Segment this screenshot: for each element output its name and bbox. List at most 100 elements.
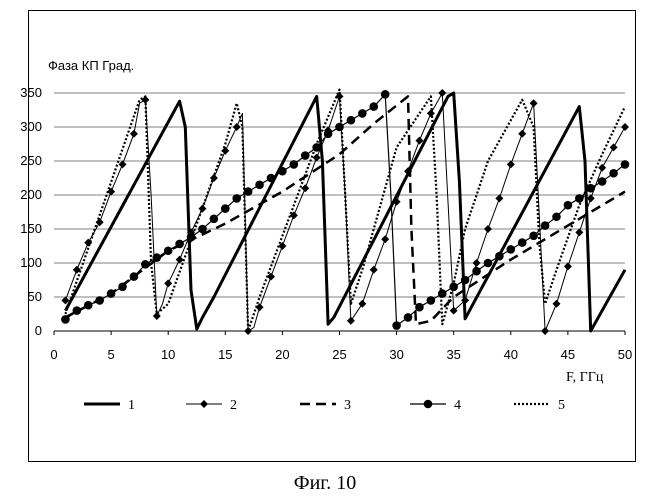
data-point bbox=[221, 204, 230, 213]
data-point bbox=[587, 194, 595, 202]
y-tick-label: 250 bbox=[20, 153, 42, 168]
data-point bbox=[278, 167, 287, 176]
data-point bbox=[484, 259, 493, 268]
legend-item-2: 2 bbox=[186, 398, 237, 413]
data-point bbox=[370, 266, 378, 274]
legend-label: 2 bbox=[230, 398, 237, 413]
data-point bbox=[347, 116, 356, 125]
x-tick-label: 40 bbox=[504, 347, 518, 362]
data-point bbox=[518, 130, 526, 138]
series-3 bbox=[65, 96, 625, 324]
data-point bbox=[495, 194, 503, 202]
legend-label: 1 bbox=[128, 398, 135, 413]
data-point bbox=[175, 240, 184, 249]
legend-label: 5 bbox=[558, 398, 565, 413]
data-point bbox=[95, 296, 104, 305]
data-point bbox=[424, 400, 433, 409]
data-point bbox=[575, 228, 583, 236]
data-point bbox=[176, 256, 184, 264]
figure-caption: Фиг. 10 bbox=[0, 472, 650, 495]
y-tick-label: 200 bbox=[20, 187, 42, 202]
legend-item-1: 1 bbox=[84, 398, 135, 413]
data-point bbox=[438, 289, 447, 298]
data-point bbox=[358, 109, 367, 118]
data-point bbox=[73, 306, 82, 315]
data-point bbox=[473, 259, 481, 267]
data-point bbox=[153, 312, 161, 320]
data-point bbox=[73, 266, 81, 274]
data-point bbox=[198, 225, 207, 234]
series-line bbox=[65, 94, 625, 325]
data-point bbox=[324, 130, 333, 139]
data-point bbox=[530, 99, 538, 107]
data-point bbox=[621, 160, 630, 169]
data-point bbox=[507, 245, 516, 254]
x-tick-label: 10 bbox=[161, 347, 175, 362]
data-point bbox=[507, 160, 515, 168]
y-axis-label: Фаза КП Град. bbox=[48, 58, 134, 73]
legend: 1 2 3 4 5 bbox=[84, 398, 565, 413]
data-point bbox=[369, 102, 378, 111]
data-point bbox=[200, 400, 208, 408]
data-point bbox=[541, 327, 549, 335]
data-point bbox=[118, 283, 127, 292]
data-point bbox=[552, 212, 561, 221]
data-point bbox=[610, 143, 618, 151]
data-point bbox=[427, 296, 436, 305]
data-point bbox=[392, 321, 401, 330]
data-point bbox=[107, 289, 116, 298]
data-point bbox=[461, 276, 470, 285]
data-point bbox=[564, 262, 572, 270]
legend-item-3: 3 bbox=[300, 398, 351, 413]
x-tick-label: 45 bbox=[561, 347, 575, 362]
legend-item-4: 4 bbox=[410, 398, 461, 413]
data-point bbox=[449, 283, 458, 292]
data-point bbox=[438, 89, 446, 97]
y-tick-label: 100 bbox=[20, 255, 42, 270]
data-point bbox=[267, 174, 276, 183]
data-point bbox=[541, 221, 550, 230]
legend-label: 3 bbox=[344, 398, 351, 413]
data-point bbox=[609, 169, 618, 178]
x-tick-label: 20 bbox=[275, 347, 289, 362]
data-point bbox=[518, 238, 527, 247]
data-point bbox=[312, 143, 321, 152]
y-tick-label: 300 bbox=[20, 119, 42, 134]
data-point bbox=[381, 90, 390, 99]
data-point bbox=[472, 267, 481, 276]
x-tick-label: 35 bbox=[446, 347, 460, 362]
legend-item-5: 5 bbox=[514, 398, 565, 413]
y-tick-label: 150 bbox=[20, 221, 42, 236]
y-tick-label: 50 bbox=[28, 289, 42, 304]
data-point bbox=[313, 154, 321, 162]
data-point bbox=[495, 252, 504, 261]
x-tick-label: 0 bbox=[50, 347, 57, 362]
x-tick-label: 25 bbox=[332, 347, 346, 362]
data-point bbox=[404, 313, 413, 322]
data-point bbox=[415, 303, 424, 312]
data-point bbox=[290, 160, 299, 169]
chart: 0501001502002503003500510152025303540455… bbox=[0, 0, 650, 470]
data-point bbox=[347, 317, 355, 325]
data-point bbox=[598, 177, 607, 186]
data-point bbox=[164, 246, 173, 255]
data-point bbox=[84, 301, 93, 310]
data-point bbox=[141, 260, 150, 269]
series-line bbox=[65, 96, 625, 324]
data-point bbox=[130, 130, 138, 138]
x-tick-label: 15 bbox=[218, 347, 232, 362]
data-point bbox=[233, 123, 241, 131]
data-point bbox=[152, 253, 161, 262]
data-point bbox=[484, 225, 492, 233]
x-tick-label: 30 bbox=[389, 347, 403, 362]
data-point bbox=[564, 201, 573, 210]
data-point bbox=[552, 300, 560, 308]
legend-label: 4 bbox=[454, 398, 461, 413]
data-point bbox=[61, 315, 70, 324]
data-point bbox=[198, 205, 206, 213]
x-tick-label: 5 bbox=[107, 347, 114, 362]
x-axis-label: F, ГГц bbox=[566, 370, 604, 385]
data-point bbox=[575, 194, 584, 203]
y-tick-label: 350 bbox=[20, 85, 42, 100]
data-point bbox=[301, 151, 310, 160]
